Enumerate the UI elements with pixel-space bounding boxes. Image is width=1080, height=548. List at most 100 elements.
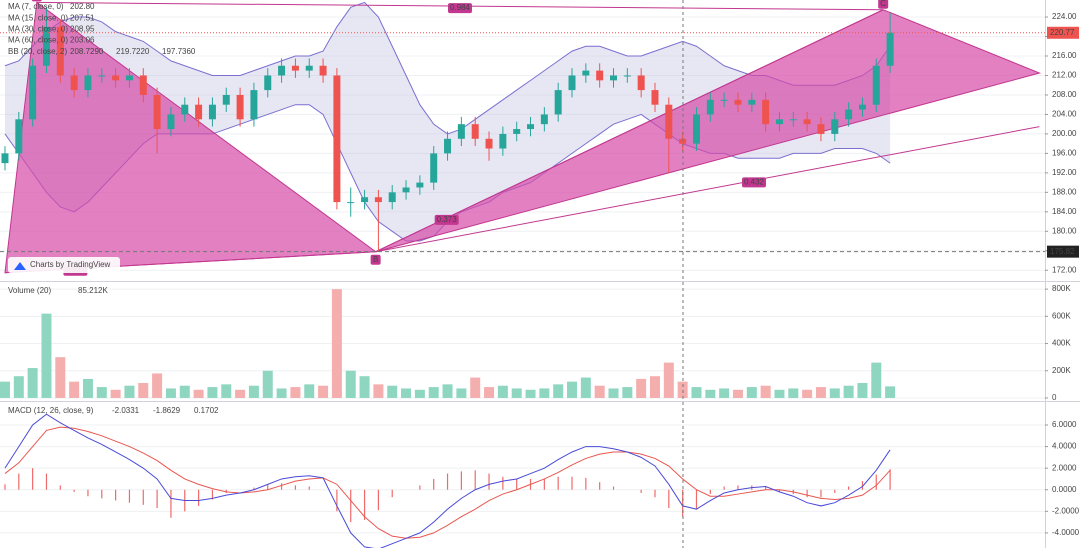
volume-bar — [802, 389, 813, 398]
candle-body — [817, 124, 825, 134]
ratio-label: 0.432 — [744, 178, 765, 187]
point-label: C — [880, 0, 886, 8]
volume-bar — [304, 384, 315, 398]
y-tick-label: 400K — [1052, 339, 1071, 348]
volume-bar — [55, 357, 66, 398]
legend-value: -1.8629 — [153, 406, 181, 415]
legend-value: 197.7360 — [162, 47, 196, 56]
volume-bar — [221, 384, 232, 398]
y-tick-label: 6.0000 — [1052, 420, 1077, 429]
volume-bar — [359, 376, 370, 398]
volume-bar — [41, 313, 52, 398]
volume-bar — [760, 385, 771, 398]
candle-body — [374, 197, 382, 203]
candle-body — [361, 197, 369, 203]
candle-body — [278, 65, 286, 76]
volume-bar — [470, 377, 481, 398]
legend-value: 208.95 — [70, 25, 95, 34]
candle-body — [457, 124, 465, 139]
volume-bar — [207, 387, 218, 398]
candle-body — [692, 114, 700, 144]
band-fill — [4, 2, 891, 242]
candle-body — [195, 104, 203, 120]
volume-bar — [331, 289, 342, 398]
candle-body — [208, 104, 216, 120]
volume-bar — [96, 387, 107, 398]
candle-body — [250, 90, 258, 120]
candle-body — [886, 32, 894, 66]
candle-body — [444, 138, 452, 154]
legend-value: 0.1702 — [194, 406, 219, 415]
volume-bar — [0, 381, 10, 398]
legend-value: -2.0331 — [112, 406, 140, 415]
y-tick-label: 2.0000 — [1052, 463, 1077, 472]
volume-bar — [276, 388, 287, 398]
volume-bar — [815, 387, 826, 398]
volume-bar — [636, 378, 647, 398]
candle-body — [430, 153, 438, 183]
ratio-badge — [742, 177, 767, 188]
candle-body — [582, 70, 590, 76]
last-price-label: 220.77 — [1050, 28, 1075, 37]
candle-body — [56, 26, 64, 76]
candle-body — [872, 65, 880, 105]
candle-body — [789, 119, 797, 121]
y-tick-label: 204.00 — [1052, 110, 1077, 119]
volume-bar — [663, 362, 674, 398]
volume-bar — [401, 388, 412, 398]
candle-body — [513, 129, 521, 134]
volume-bar — [442, 384, 453, 398]
pattern-leg — [375, 126, 1040, 253]
volume-bar — [235, 389, 246, 398]
candle-body — [706, 99, 714, 115]
point-label: B — [373, 255, 378, 264]
volume-bar — [843, 385, 854, 398]
y-tick-label: 800K — [1052, 284, 1071, 293]
candle-body — [125, 75, 133, 81]
y-tick-label: 208.00 — [1052, 90, 1077, 99]
volume-bar — [262, 370, 273, 398]
y-tick-label: 0.0000 — [1052, 485, 1077, 494]
candle-body — [485, 138, 493, 149]
volume-bar — [193, 389, 204, 398]
candle-body — [554, 90, 562, 115]
candle-body — [831, 119, 839, 134]
y-tick-label: 4.0000 — [1052, 442, 1077, 451]
volume-bar — [774, 389, 785, 398]
volume-bar — [691, 387, 702, 398]
volume-bar — [649, 376, 660, 398]
candle-body — [845, 109, 853, 120]
low-price-badge — [1047, 245, 1079, 258]
last-price-badge — [1047, 26, 1079, 39]
volume-bar — [82, 378, 93, 398]
volume-bar — [871, 362, 882, 398]
legend-name: MA (7, close, 0) — [8, 2, 64, 11]
candle-body — [734, 99, 742, 105]
ratio-badge — [447, 3, 472, 14]
candle-body — [305, 65, 313, 71]
ratio-label: 0.373 — [437, 215, 458, 224]
legend-name: MA (15, close, 0) — [8, 13, 68, 22]
candle-body — [29, 65, 37, 120]
legend-value: 207.51 — [70, 13, 95, 22]
y-tick-label: 172.00 — [1052, 265, 1077, 274]
volume-bar — [622, 387, 633, 398]
volume-bar — [124, 385, 135, 398]
candle-body — [499, 133, 507, 149]
y-tick-label: 188.00 — [1052, 187, 1077, 196]
candle-body — [388, 192, 396, 203]
macd-line — [4, 413, 891, 548]
legend-value: 202.80 — [70, 2, 95, 11]
volume-bar — [165, 388, 176, 398]
candle-body — [181, 104, 189, 115]
volume-bar — [732, 389, 743, 398]
point-badge — [878, 0, 889, 9]
volume-bar — [318, 385, 329, 398]
y-tick-label: 184.00 — [1052, 207, 1077, 216]
candle-body — [568, 75, 576, 91]
candle-body — [98, 75, 106, 77]
volume-bar — [69, 381, 80, 398]
candle-body — [775, 119, 783, 125]
ratio-badge — [434, 214, 459, 225]
